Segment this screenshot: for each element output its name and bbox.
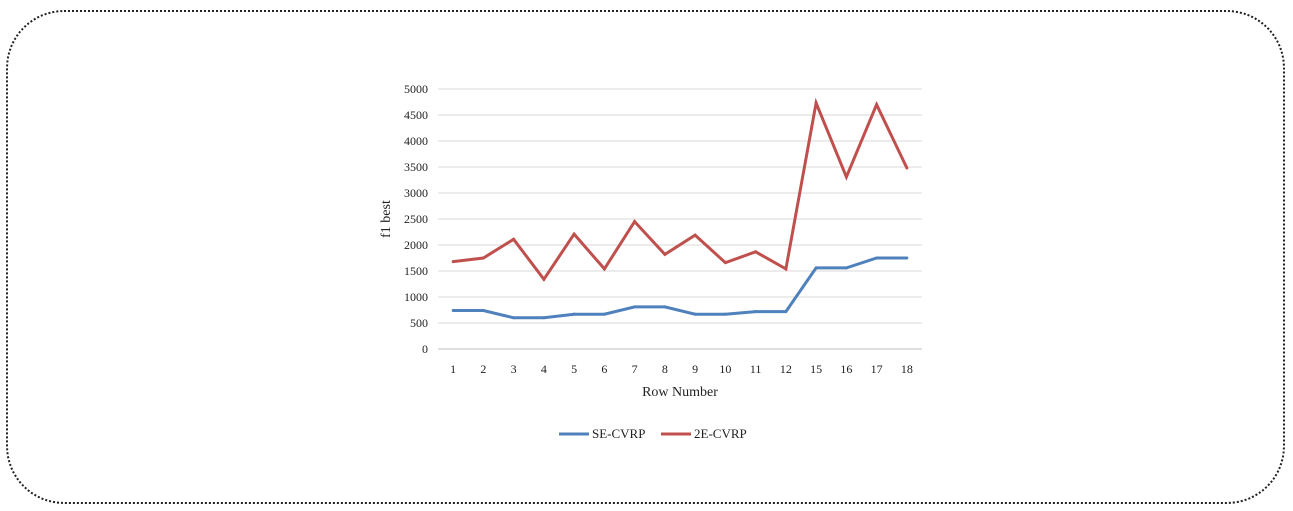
data-point: [572, 312, 576, 316]
data-point: [512, 237, 516, 241]
data-point: [663, 252, 667, 256]
dotted-frame: [6, 10, 1285, 504]
x-tick-label: 1: [450, 362, 456, 376]
data-point: [663, 305, 667, 309]
data-point: [693, 312, 697, 316]
x-axis-label: Row Number: [642, 385, 718, 400]
data-point: [844, 175, 848, 179]
data-point: [693, 233, 697, 237]
x-tick-label: 17: [871, 362, 883, 376]
series-line-2e-cvrp: [452, 97, 909, 282]
x-tick-label: 2: [480, 362, 486, 376]
y-tick-label: 500: [410, 316, 428, 330]
data-point: [754, 250, 758, 254]
data-point: [875, 256, 879, 260]
x-tick-label: 12: [780, 362, 792, 376]
data-point: [784, 267, 788, 271]
data-point: [754, 310, 758, 314]
y-axis: 0 500 1000 1500 2000 2500 3000 3500 4000 4500 5000: [404, 82, 428, 356]
data-point: [572, 232, 576, 236]
data-point: [814, 101, 818, 105]
legend-label: 2E-CVRP: [694, 426, 747, 441]
y-tick-label: 3000: [404, 186, 428, 200]
series-line-se-cvrp: [453, 256, 907, 320]
y-tick-label: 2000: [404, 238, 428, 252]
x-tick-label: 9: [692, 362, 698, 376]
y-tick-label: 4500: [404, 108, 428, 122]
legend-label: SE-CVRP: [592, 426, 645, 441]
series-lines: [451, 97, 909, 320]
data-point: [542, 316, 546, 320]
y-tick-label: 3500: [404, 160, 428, 174]
data-point: [633, 220, 637, 224]
data-point: [814, 266, 818, 270]
y-tick-label: 2500: [404, 212, 428, 226]
data-point: [512, 316, 516, 320]
data-point: [481, 309, 485, 313]
data-point: [875, 103, 879, 107]
y-tick-label: 4000: [404, 134, 428, 148]
data-point: [723, 312, 727, 316]
x-tick-label: 3: [511, 362, 517, 376]
data-point: [542, 277, 546, 281]
data-point: [905, 256, 909, 260]
x-tick-label: 18: [901, 362, 913, 376]
data-point: [784, 310, 788, 314]
data-point: [844, 266, 848, 270]
x-axis: 1 2 3 4 5 6 7 8 9 10 11 12 15 16 17 18: [450, 362, 913, 376]
data-point: [451, 260, 455, 264]
y-tick-label: 1000: [404, 290, 428, 304]
x-tick-label: 15: [810, 362, 822, 376]
data-point: [633, 305, 637, 309]
data-point: [451, 309, 455, 313]
x-tick-label: 8: [662, 362, 668, 376]
data-point: [602, 312, 606, 316]
x-tick-label: 16: [840, 362, 852, 376]
data-point: [602, 267, 606, 271]
data-point: [905, 166, 909, 170]
x-tick-label: 11: [750, 362, 762, 376]
data-point: [481, 256, 485, 260]
x-tick-label: 6: [601, 362, 607, 376]
legend: SE-CVRP 2E-CVRP: [559, 426, 747, 441]
x-tick-label: 5: [571, 362, 577, 376]
y-tick-label: 5000: [404, 82, 428, 96]
x-tick-label: 7: [632, 362, 638, 376]
data-point: [723, 261, 727, 265]
y-tick-label: 0: [422, 342, 428, 356]
y-axis-label: f1 best: [379, 200, 394, 238]
y-tick-label: 1500: [404, 264, 428, 278]
x-tick-label: 10: [719, 362, 731, 376]
x-tick-label: 4: [541, 362, 547, 376]
